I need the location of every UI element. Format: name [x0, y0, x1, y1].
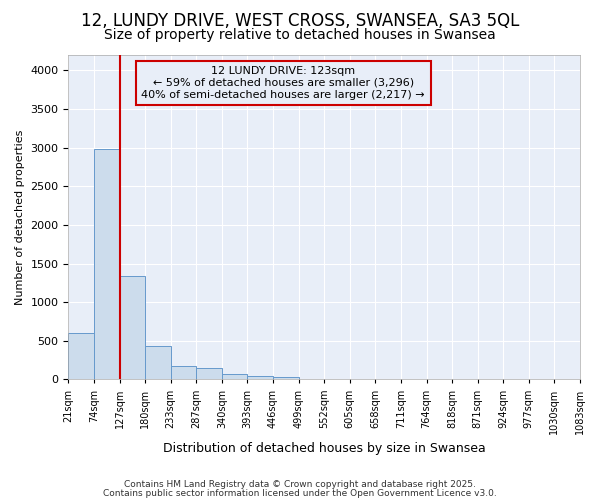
Bar	[145, 346, 171, 380]
Bar	[119, 276, 145, 380]
Bar	[273, 377, 299, 380]
Text: 12, LUNDY DRIVE, WEST CROSS, SWANSEA, SA3 5QL: 12, LUNDY DRIVE, WEST CROSS, SWANSEA, SA…	[81, 12, 519, 30]
Text: 12 LUNDY DRIVE: 123sqm
← 59% of detached houses are smaller (3,296)
40% of semi-: 12 LUNDY DRIVE: 123sqm ← 59% of detached…	[142, 66, 425, 100]
Text: Size of property relative to detached houses in Swansea: Size of property relative to detached ho…	[104, 28, 496, 42]
Bar	[171, 366, 196, 380]
Bar	[94, 149, 119, 380]
X-axis label: Distribution of detached houses by size in Swansea: Distribution of detached houses by size …	[163, 442, 485, 455]
Text: Contains HM Land Registry data © Crown copyright and database right 2025.: Contains HM Land Registry data © Crown c…	[124, 480, 476, 489]
Y-axis label: Number of detached properties: Number of detached properties	[15, 130, 25, 305]
Bar	[196, 368, 222, 380]
Bar	[68, 333, 94, 380]
Bar	[222, 374, 247, 380]
Text: Contains public sector information licensed under the Open Government Licence v3: Contains public sector information licen…	[103, 488, 497, 498]
Bar	[247, 376, 273, 380]
